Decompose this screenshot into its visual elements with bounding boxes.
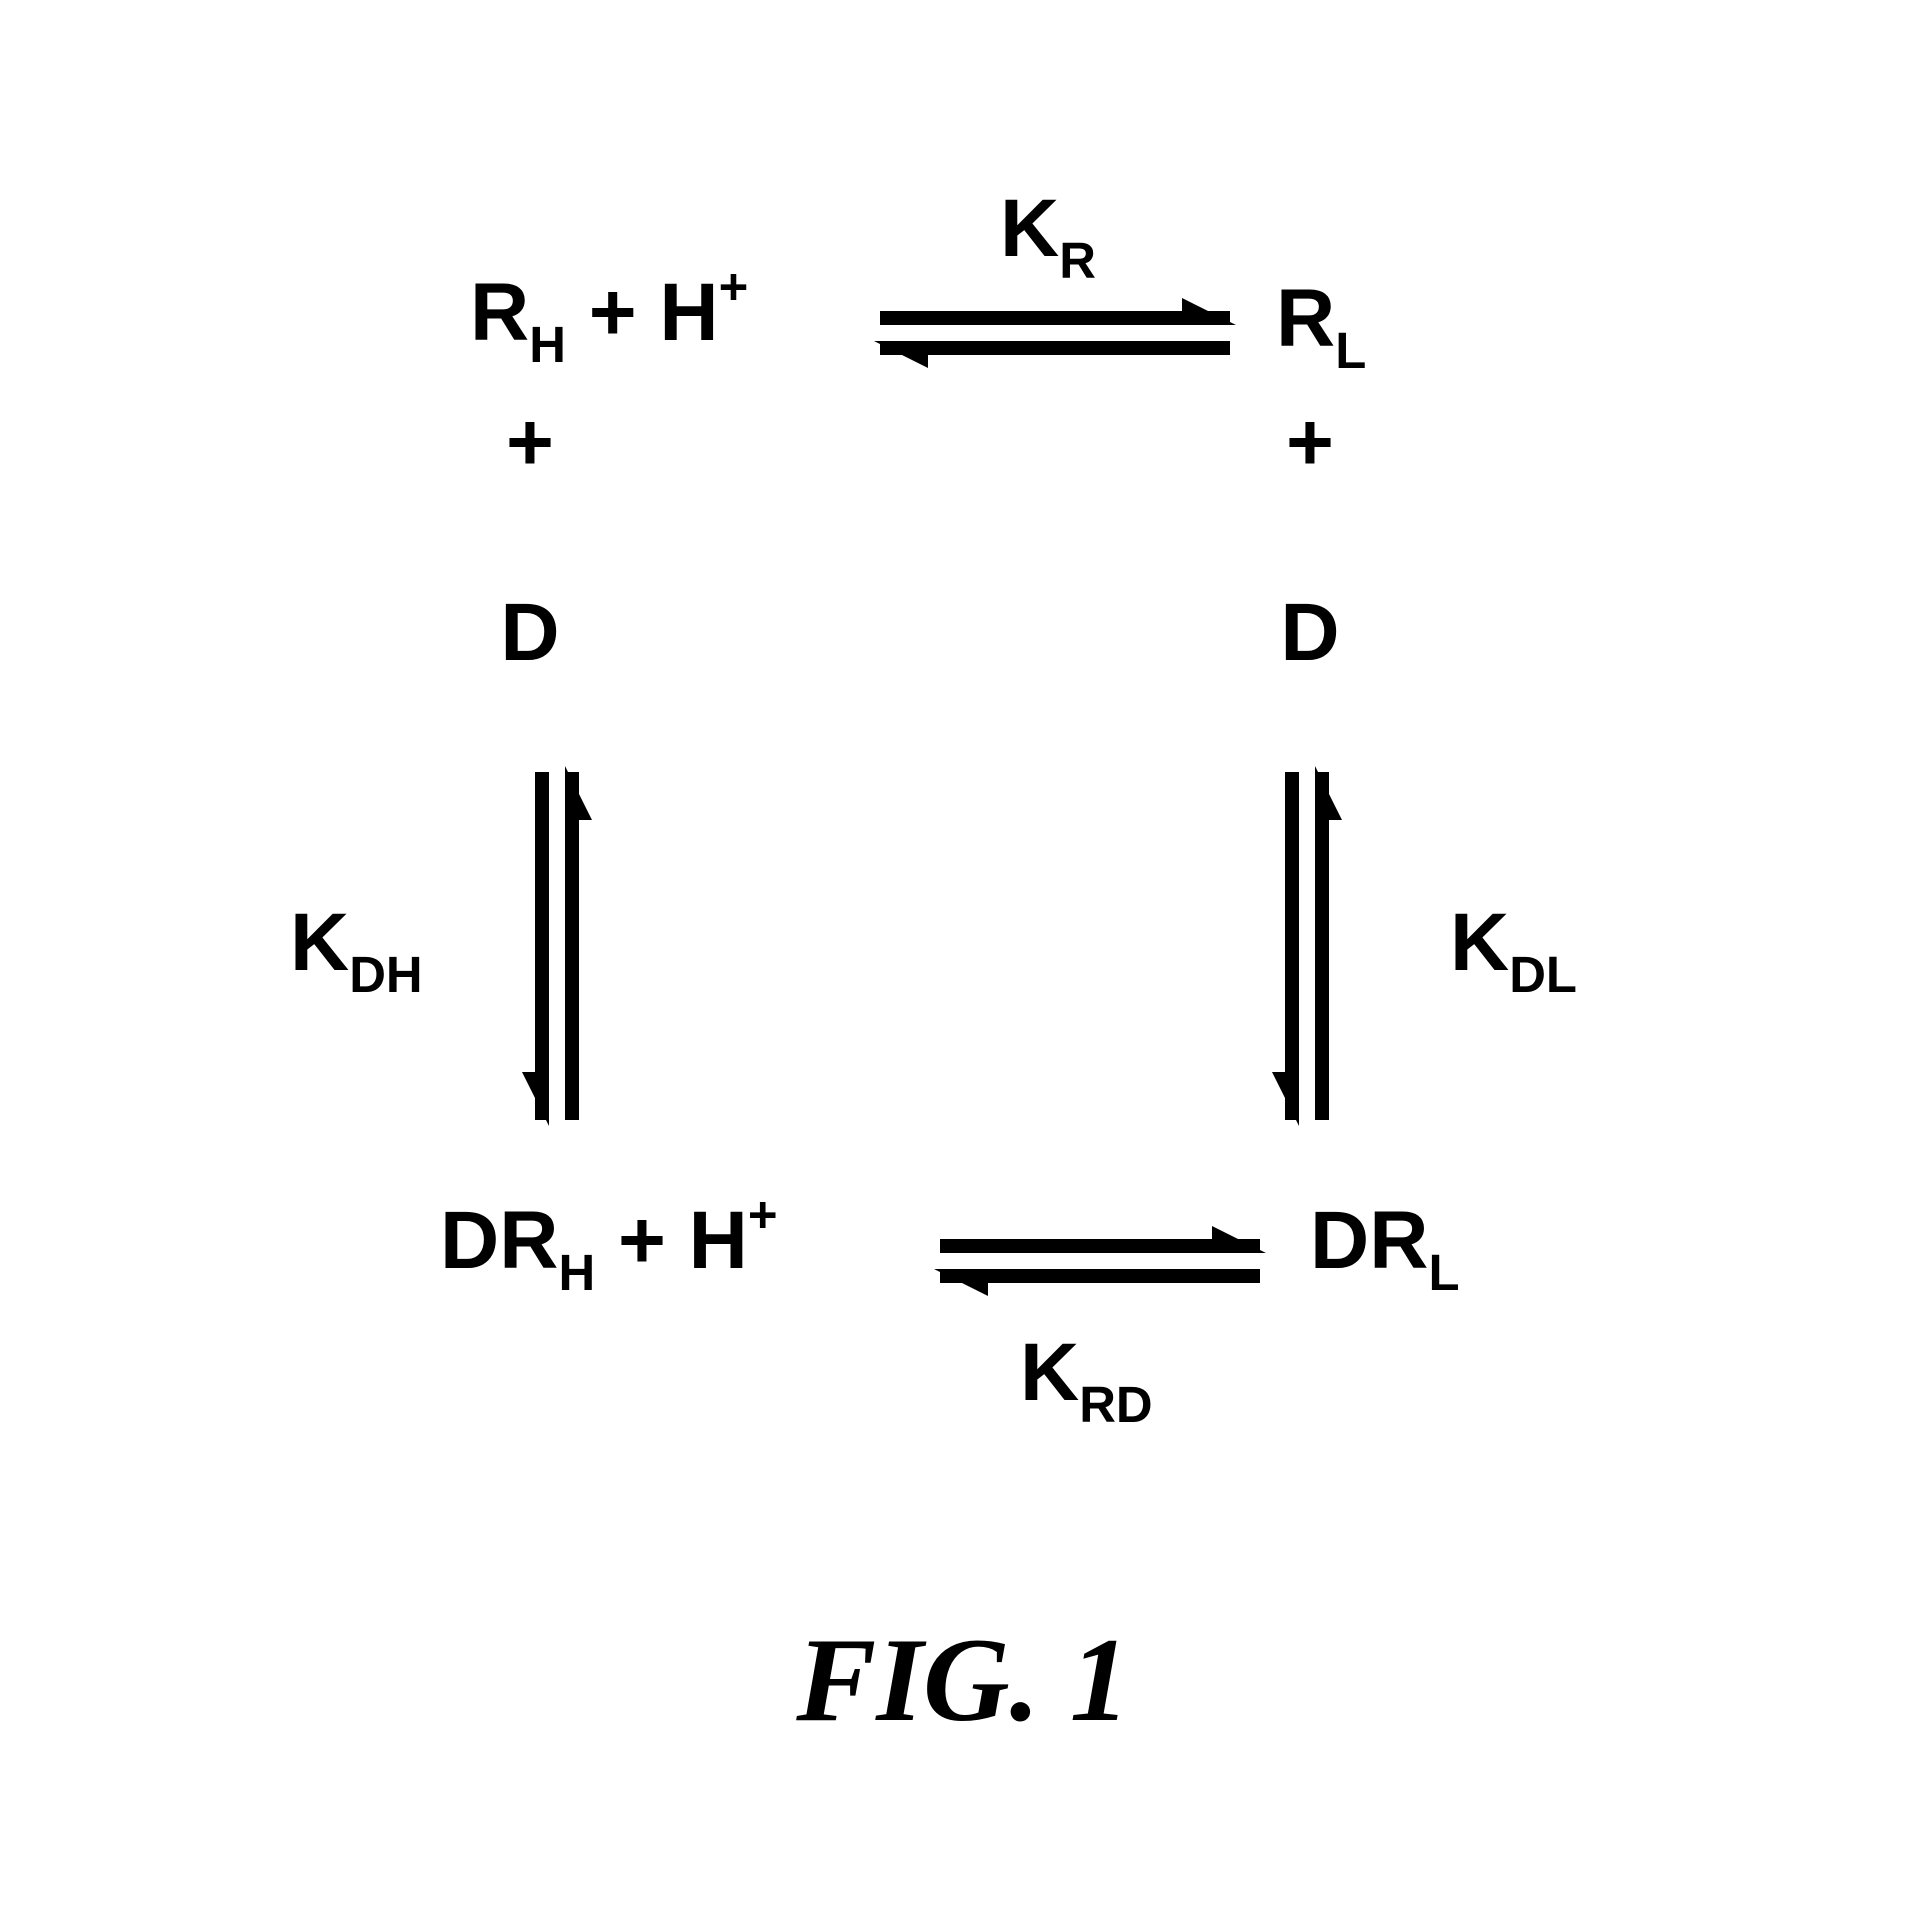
k-top-label: KR	[1000, 183, 1096, 289]
equilibrium-arrows-right	[1272, 766, 1342, 1126]
drl-dr: DR	[1310, 1195, 1428, 1286]
plus-top-right: +	[1286, 397, 1334, 488]
drh-sub: H	[558, 1244, 595, 1301]
k-right-main: K	[1450, 897, 1509, 988]
species-top-left: RH + H+	[470, 258, 748, 373]
species-bottom-right: DRL	[1310, 1195, 1460, 1301]
k-left-sub: DH	[349, 946, 422, 1003]
thermodynamic-cycle-diagram: RH + H+ RL KR + + D D KDH KDL DRH + H+ D…	[0, 0, 1927, 1927]
k-left-main: K	[290, 897, 349, 988]
rh-sub: H	[529, 316, 566, 373]
species-bottom-left: DRH + H+	[440, 1186, 778, 1301]
drl-sub: L	[1428, 1244, 1459, 1301]
drh-dr: DR	[440, 1195, 558, 1286]
k-right-label: KDL	[1450, 897, 1577, 1003]
rl-r: R	[1276, 273, 1335, 364]
equilibrium-arrows-bottom	[934, 1226, 1266, 1296]
rl-sub: L	[1335, 322, 1366, 379]
k-top-sub: R	[1059, 232, 1096, 289]
drh-sup: +	[748, 1186, 778, 1243]
d-left: D	[500, 587, 559, 678]
rh-plus-h: + H	[566, 267, 719, 358]
k-right-sub: DL	[1509, 946, 1577, 1003]
k-top-main: K	[1000, 183, 1059, 274]
figure-caption: FIG. 1	[795, 1613, 1129, 1746]
rh-r: R	[470, 267, 529, 358]
k-bot-sub: RD	[1079, 1376, 1152, 1433]
plus-top-left: +	[506, 397, 554, 488]
k-left-label: KDH	[290, 897, 423, 1003]
species-top-right: RL	[1276, 273, 1366, 379]
k-bot-main: K	[1020, 1327, 1079, 1418]
drh-plus-h: + H	[595, 1195, 748, 1286]
equilibrium-arrows-left	[522, 766, 592, 1126]
k-bottom-label: KRD	[1020, 1327, 1153, 1433]
rh-sup: +	[719, 258, 749, 315]
equilibrium-arrows-top	[874, 298, 1236, 368]
d-right: D	[1280, 587, 1339, 678]
